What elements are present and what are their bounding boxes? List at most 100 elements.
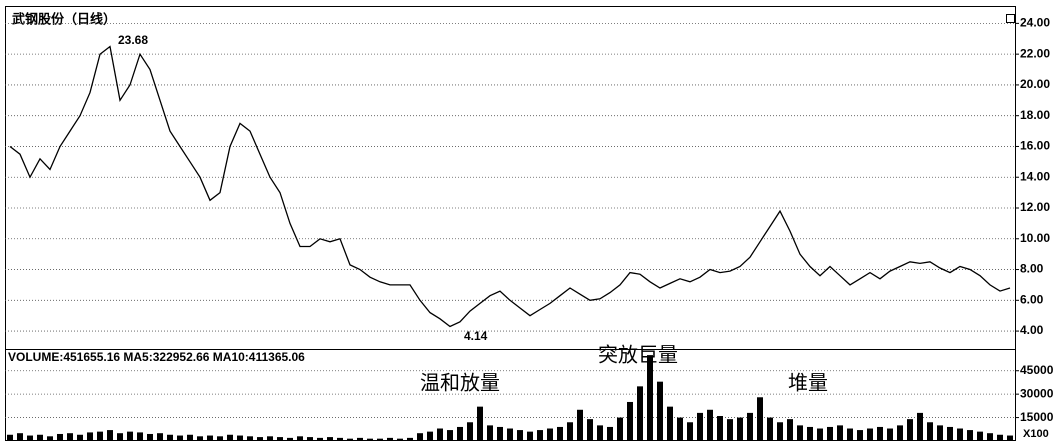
volume-bar [767,417,773,441]
volume-bar [287,437,293,441]
volume-bar [107,430,113,441]
volume-bar [727,419,733,441]
volume-bar [507,428,513,441]
volume-bar [37,434,43,441]
volume-bar [747,412,753,441]
y-tick-label: 6.00 [1020,292,1044,306]
volume-bar [977,431,983,441]
volume-bar [97,431,103,441]
volume-bar [277,437,283,441]
volume-bar [347,438,353,441]
volume-bar [847,428,853,441]
volume-unit: X100 [1023,428,1049,440]
y-tick-label: 10.00 [1020,231,1050,245]
volume-bar [467,422,473,441]
volume-bar [807,426,813,441]
annotation: 4.14 [464,329,488,343]
volume-header: VOLUME:451655.16 MA5:322952.66 MA10:4113… [8,350,305,364]
volume-bar [717,416,723,441]
volume-bar [497,426,503,441]
volume-bar [87,432,93,441]
volume-bar [267,436,273,441]
volume-bar [637,386,643,441]
volume-bar [187,434,193,441]
volume-bar [887,428,893,441]
volume-bar [537,430,543,441]
volume-bar [677,417,683,441]
volume-bar [327,437,333,441]
volume-bar [227,434,233,441]
volume-bar [247,436,253,441]
volume-bar [167,434,173,441]
volume-bar [607,426,613,441]
volume-bar [797,425,803,441]
y-tick-label: 14.00 [1020,169,1050,183]
volume-bar [487,425,493,441]
volume-bar [557,426,563,441]
volume-bar [907,419,913,441]
volume-bar [337,437,343,441]
y-tick-label: 30000 [1020,386,1054,400]
volume-bar [137,432,143,441]
volume-bar [617,417,623,441]
volume-bar [777,422,783,441]
volume-bar [937,425,943,441]
volume-bar [457,426,463,441]
panel-icon [1006,14,1015,23]
volume-bar [827,426,833,441]
volume-bar [987,433,993,441]
volume-bar [157,433,163,441]
volume-bar [627,401,633,441]
volume-bar [257,437,263,441]
volume-bar [957,428,963,441]
y-tick-label: 8.00 [1020,262,1044,276]
y-tick-label: 45000 [1020,363,1054,377]
volume-bar [237,435,243,441]
volume-bar [667,406,673,441]
volume-bar [857,430,863,441]
volume-bar [917,412,923,441]
volume-bar [407,437,413,441]
y-tick-label: 24.00 [1020,16,1050,30]
volume-bar [1007,435,1013,441]
volume-bar [817,428,823,441]
volume-bar [27,435,33,441]
volume-bar [527,431,533,441]
volume-bar [47,436,53,441]
frame [5,6,1016,441]
volume-bar [737,417,743,441]
volume-bar [17,433,23,441]
volume-bar [517,430,523,441]
price-line [9,45,1011,328]
annotation: 堆量 [788,372,828,395]
volume-bar [657,381,663,441]
volume-bar [117,433,123,441]
y-tick-label: 15000 [1020,410,1054,424]
volume-bar [207,435,213,441]
volume-bar [587,419,593,441]
y-tick-label: 16.00 [1020,139,1050,153]
volume-bar [577,409,583,441]
annotation: 突放巨量 [598,344,678,367]
volume-bar [967,430,973,441]
volume-bar [447,430,453,441]
y-tick-label: 22.00 [1020,46,1050,60]
volume-bar [77,434,83,441]
volume-bar [947,426,953,441]
volume-bar [897,425,903,441]
volume-bar [367,438,373,441]
volume-bar [477,406,483,441]
volume-bar [357,437,363,441]
annotation: 温和放量 [420,372,500,395]
volume-bar [757,397,763,441]
volume-bar [387,437,393,441]
volume-bar [567,422,573,441]
volume-bar [57,433,63,441]
volume-bar [927,422,933,441]
volume-bar [427,431,433,441]
y-tick-label: 20.00 [1020,77,1050,91]
y-tick-label: 12.00 [1020,200,1050,214]
volume-bar [197,436,203,441]
annotation: 23.68 [118,33,148,47]
